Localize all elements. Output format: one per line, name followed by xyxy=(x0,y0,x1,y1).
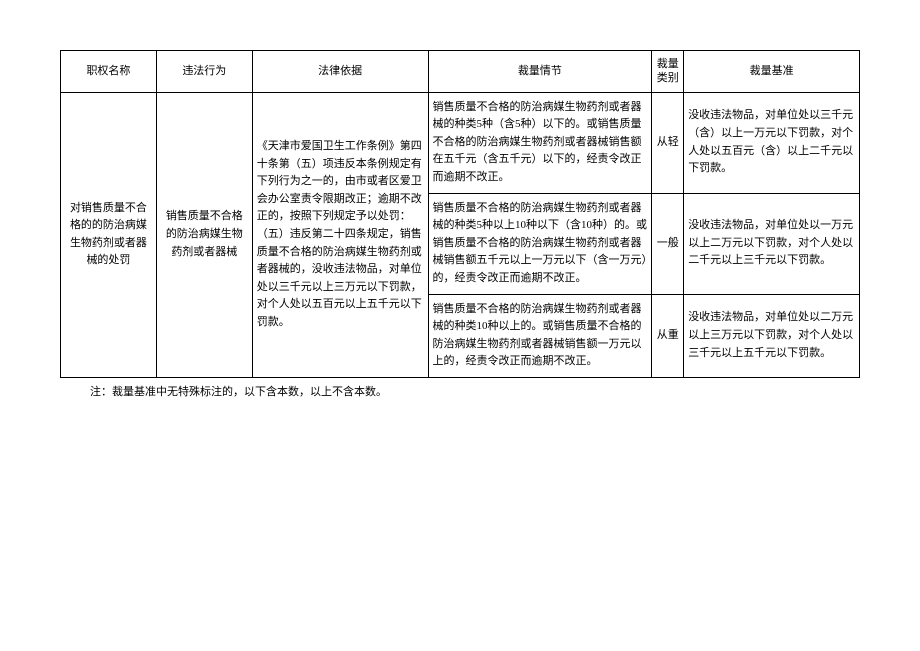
cell-violation: 销售质量不合格的防治病媒生物药剂或者器械 xyxy=(156,92,252,377)
header-legal: 法律依据 xyxy=(252,51,428,93)
cell-category: 一般 xyxy=(652,193,684,294)
cell-circumstance: 销售质量不合格的防治病媒生物药剂或者器械的种类5种以上10种以下（含10种）的。… xyxy=(428,193,652,294)
header-standard: 裁量基准 xyxy=(684,51,860,93)
header-violation: 违法行为 xyxy=(156,51,252,93)
footnote: 注：裁量基准中无特殊标注的，以下含本数，以上不含本数。 xyxy=(60,384,860,402)
cell-legal: 《天津市爱国卫生工作条例》第四十条第（五）项违反本条例规定有下列行为之一的，由市… xyxy=(252,92,428,377)
cell-standard: 没收违法物品，对单位处以二万元以上三万元以下罚款，对个人处以三千元以上五千元以下… xyxy=(684,294,860,377)
cell-standard: 没收违法物品，对单位处以一万元以上二万元以下罚款，对个人处以二千元以上三千元以下… xyxy=(684,193,860,294)
cell-standard: 没收违法物品，对单位处以三千元（含）以上一万元以下罚款，对个人处以五百元（含）以… xyxy=(684,92,860,193)
cell-name: 对销售质量不合格的的防治病媒生物药剂或者器械的处罚 xyxy=(61,92,157,377)
header-name: 职权名称 xyxy=(61,51,157,93)
cell-circumstance: 销售质量不合格的防治病媒生物药剂或者器械的种类10种以上的。或销售质量不合格的防… xyxy=(428,294,652,377)
header-circumstance: 裁量情节 xyxy=(428,51,652,93)
cell-category: 从重 xyxy=(652,294,684,377)
cell-category: 从轻 xyxy=(652,92,684,193)
table-header-row: 职权名称 违法行为 法律依据 裁量情节 裁量类别 裁量基准 xyxy=(61,51,860,93)
header-category: 裁量类别 xyxy=(652,51,684,93)
discretion-table: 职权名称 违法行为 法律依据 裁量情节 裁量类别 裁量基准 对销售质量不合格的的… xyxy=(60,50,860,378)
table-row: 对销售质量不合格的的防治病媒生物药剂或者器械的处罚 销售质量不合格的防治病媒生物… xyxy=(61,92,860,193)
cell-circumstance: 销售质量不合格的防治病媒生物药剂或者器械的种类5种（含5种）以下的。或销售质量不… xyxy=(428,92,652,193)
